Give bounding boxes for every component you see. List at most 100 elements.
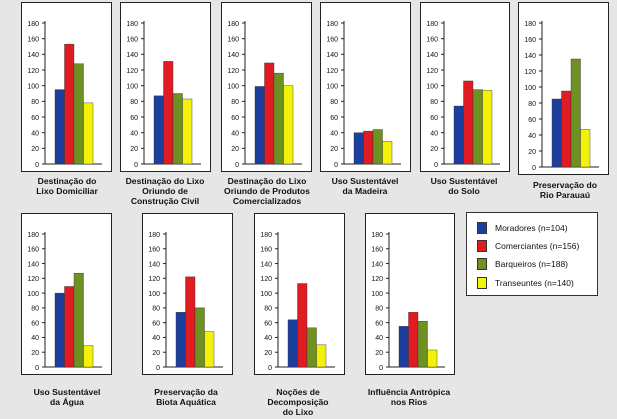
- bar: [73, 63, 84, 165]
- y-tick-label: 160: [148, 247, 160, 254]
- y-tick-label: 20: [528, 149, 536, 156]
- y-tick-label: 0: [134, 162, 138, 169]
- y-tick-label: 140: [524, 53, 536, 60]
- y-tick-label: 160: [227, 36, 239, 43]
- legend-swatch: [477, 277, 487, 289]
- y-tick-label: 0: [35, 162, 39, 169]
- y-tick-label: 180: [524, 21, 536, 28]
- y-tick-label: 0: [235, 162, 239, 169]
- y-tick-label: 180: [27, 21, 39, 28]
- legend-label: Barqueiros (n=188): [495, 259, 569, 269]
- y-tick-label: 20: [330, 146, 338, 153]
- legend-swatch: [477, 240, 487, 252]
- chart-title: Preservação do Rio Parauaú: [532, 180, 597, 200]
- y-tick-label: 140: [426, 52, 438, 59]
- bar: [372, 129, 383, 165]
- y-tick-label: 80: [528, 101, 536, 108]
- y-tick-label: 60: [264, 320, 272, 327]
- y-tick-label: 180: [27, 232, 39, 239]
- y-tick-label: 80: [231, 99, 239, 106]
- y-tick-label: 180: [227, 21, 239, 28]
- y-tick-label: 180: [260, 232, 272, 239]
- y-tick-label: 40: [31, 335, 39, 342]
- y-tick-label: 160: [426, 36, 438, 43]
- y-tick-label: 40: [130, 130, 138, 137]
- bar: [417, 320, 428, 368]
- y-tick-label: 180: [126, 21, 138, 28]
- chart-svg: 0 20 40 60 80 100 120 140 160 180: [420, 2, 510, 172]
- legend-swatch: [477, 258, 487, 270]
- bar: [273, 72, 284, 165]
- chart-title: Uso Sustentável da Água: [33, 387, 101, 407]
- legend: Moradores (n=104) Comerciantes (n=156) B…: [466, 212, 598, 296]
- bar: [185, 276, 196, 368]
- y-tick-label: 40: [375, 335, 383, 342]
- bar: [561, 90, 572, 168]
- y-tick-label: 140: [27, 52, 39, 59]
- y-tick-label: 0: [434, 162, 438, 169]
- bar: [306, 327, 317, 368]
- y-tick-label: 100: [426, 83, 438, 90]
- bar: [172, 93, 183, 165]
- chart-title: Destinação do Lixo Oriundo de Produtos C…: [224, 176, 310, 206]
- chart-svg: 0 20 40 60 80 100 120 140 160 180: [254, 213, 345, 375]
- y-tick-label: 140: [371, 261, 383, 268]
- bar: [182, 98, 193, 165]
- y-tick-label: 80: [31, 306, 39, 313]
- y-tick-label: 160: [524, 37, 536, 44]
- y-tick-label: 40: [528, 133, 536, 140]
- bar: [204, 331, 215, 368]
- y-tick-label: 60: [31, 320, 39, 327]
- bar: [580, 129, 591, 168]
- bar: [64, 43, 75, 165]
- y-tick-label: 100: [227, 83, 239, 90]
- y-tick-label: 80: [430, 99, 438, 106]
- chart-title: Uso Sustentável do Solo: [430, 176, 498, 196]
- y-tick-label: 120: [260, 276, 272, 283]
- y-tick-label: 20: [375, 350, 383, 357]
- y-tick-label: 160: [27, 36, 39, 43]
- chart-title: Preservação da Biota Aquática: [154, 387, 218, 407]
- bar: [163, 61, 174, 165]
- chart-panel: 0 20 40 60 80 100 120 140 160 180: [21, 2, 112, 172]
- y-tick-label: 160: [27, 247, 39, 254]
- y-tick-label: 120: [148, 276, 160, 283]
- y-tick-label: 40: [264, 335, 272, 342]
- bar: [153, 95, 164, 165]
- y-tick-label: 100: [260, 291, 272, 298]
- y-tick-label: 20: [31, 146, 39, 153]
- bar: [73, 272, 84, 368]
- y-tick-label: 180: [148, 232, 160, 239]
- chart-svg: 0 20 40 60 80 100 120 140 160 180: [142, 213, 233, 375]
- y-tick-label: 120: [27, 68, 39, 75]
- chart-svg: 0 20 40 60 80 100 120 140 160 180: [320, 2, 411, 172]
- y-tick-label: 160: [260, 247, 272, 254]
- y-tick-label: 100: [148, 291, 160, 298]
- y-tick-label: 180: [371, 232, 383, 239]
- y-tick-label: 140: [27, 261, 39, 268]
- bar: [264, 62, 275, 165]
- y-tick-label: 120: [326, 68, 338, 75]
- bar: [64, 286, 75, 368]
- chart-panel: 0 20 40 60 80 100 120 140 160 180: [221, 2, 312, 172]
- chart-panel: 0 20 40 60 80 100 120 140 160 180: [142, 213, 233, 375]
- y-tick-label: 100: [27, 291, 39, 298]
- y-tick-label: 80: [130, 99, 138, 106]
- y-tick-label: 0: [334, 162, 338, 169]
- legend-swatch: [477, 222, 487, 234]
- y-tick-label: 140: [326, 52, 338, 59]
- y-tick-label: 20: [430, 146, 438, 153]
- bar: [482, 90, 493, 165]
- y-tick-label: 80: [264, 306, 272, 313]
- y-tick-label: 0: [156, 365, 160, 372]
- y-tick-label: 20: [264, 350, 272, 357]
- y-tick-label: 80: [152, 306, 160, 313]
- chart-panel: 0 20 40 60 80 100 120 140 160 180: [120, 2, 211, 172]
- bar: [551, 98, 562, 168]
- bar: [398, 326, 409, 368]
- chart-panel: 0 20 40 60 80 100 120 140 160 180: [518, 2, 609, 175]
- y-tick-label: 100: [27, 83, 39, 90]
- chart-title: Destinação do Lixo Oriundo de Construção…: [125, 176, 205, 206]
- y-tick-label: 0: [532, 165, 536, 172]
- y-tick-label: 120: [126, 68, 138, 75]
